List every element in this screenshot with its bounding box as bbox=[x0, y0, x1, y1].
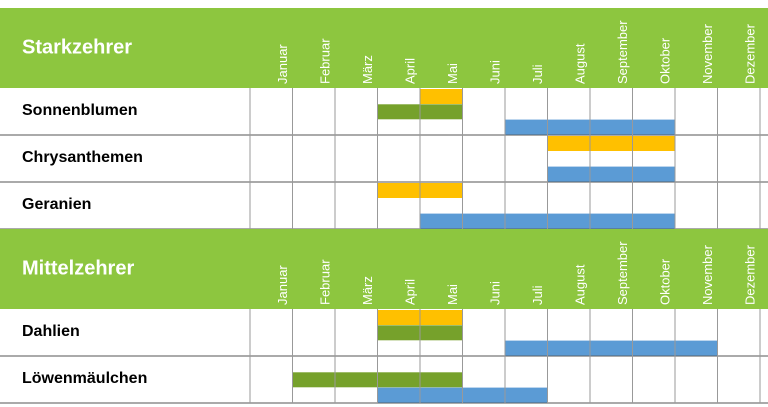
row-label: Sonnenblumen bbox=[22, 102, 138, 119]
section-title: Starkzehrer bbox=[22, 36, 132, 58]
month-label: Juli bbox=[530, 285, 545, 305]
month-label: Oktober bbox=[658, 258, 673, 305]
period-bar bbox=[547, 166, 675, 182]
month-label: November bbox=[700, 23, 715, 84]
month-label: Januar bbox=[275, 44, 290, 84]
month-label: April bbox=[403, 58, 418, 84]
section-header bbox=[0, 8, 768, 88]
month-label: August bbox=[573, 264, 588, 305]
month-label: Februar bbox=[318, 38, 333, 84]
month-label: Januar bbox=[275, 265, 290, 305]
month-label: November bbox=[700, 244, 715, 305]
month-label: Juni bbox=[488, 281, 503, 305]
row-label: Geranien bbox=[22, 196, 91, 213]
month-label: März bbox=[360, 276, 375, 305]
month-label: Juni bbox=[488, 60, 503, 84]
period-bar bbox=[420, 89, 463, 104]
month-label: September bbox=[615, 241, 630, 305]
row-label: Dahlien bbox=[22, 323, 80, 340]
period-bar bbox=[505, 340, 718, 356]
section-title: Mittelzehrer bbox=[22, 257, 134, 279]
month-label: Februar bbox=[318, 259, 333, 305]
month-label: August bbox=[573, 43, 588, 84]
month-label: September bbox=[615, 20, 630, 84]
section-header bbox=[0, 229, 768, 309]
month-label: Juli bbox=[530, 64, 545, 84]
row-label: Löwenmäulchen bbox=[22, 370, 147, 387]
month-label: Mai bbox=[445, 284, 460, 305]
row-label: Chrysanthemen bbox=[22, 149, 143, 166]
month-label: Dezember bbox=[743, 244, 758, 305]
period-bar bbox=[547, 136, 675, 151]
month-label: Oktober bbox=[658, 37, 673, 84]
month-label: Mai bbox=[445, 63, 460, 84]
month-label: Dezember bbox=[743, 23, 758, 84]
month-label: April bbox=[403, 279, 418, 305]
month-label: März bbox=[360, 55, 375, 84]
